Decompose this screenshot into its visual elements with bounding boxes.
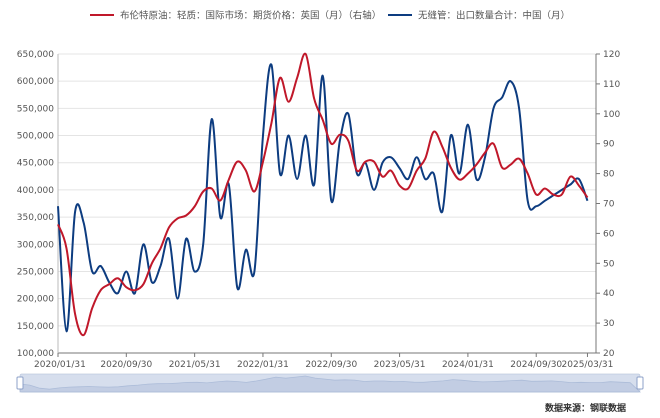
left-tick-label: 650,000 <box>17 50 54 60</box>
series-line-seamless-pipe-exports <box>57 63 589 333</box>
right-tick-label: 90 <box>603 140 615 150</box>
right-tick-label: 60 <box>603 229 615 239</box>
left-tick-label: 350,000 <box>17 213 54 223</box>
left-tick-label: 450,000 <box>17 159 54 169</box>
legend[interactable]: 布伦特原油：轻质：国际市场：期货价格：英国（月）（右轴） 无缝管：出口数量合计：中… <box>90 10 570 22</box>
right-tick-label: 70 <box>603 200 615 210</box>
zoom-selection[interactable] <box>20 374 640 392</box>
right-tick-label: 80 <box>603 170 615 180</box>
x-tick-label: 2022/01/31 <box>237 360 289 370</box>
right-tick-label: 120 <box>603 50 620 60</box>
x-tick-label: 2020/09/30 <box>100 360 152 370</box>
right-tick-label: 110 <box>603 80 620 90</box>
right-tick-label: 100 <box>603 110 620 120</box>
left-tick-label: 550,000 <box>17 104 54 114</box>
x-axis-ticks: 2020/01/31 2020/09/30 2021/05/31 2022/01/31… <box>34 353 613 370</box>
right-tick-label: 50 <box>603 259 615 269</box>
right-tick-label: 20 <box>603 349 615 359</box>
data-zoom-slider[interactable] <box>16 373 644 393</box>
left-axis-ticks: 100,000 150,000 200,000 250,000 300,000 350,0… <box>17 50 54 359</box>
left-tick-label: 400,000 <box>17 186 54 196</box>
zoom-preview <box>19 375 642 393</box>
right-tick-label: 30 <box>603 319 615 329</box>
x-tick-label: 2022/09/30 <box>305 360 357 370</box>
x-tick-label: 2021/05/31 <box>169 360 221 370</box>
x-tick-label: 2024/01/31 <box>442 360 494 370</box>
left-tick-label: 200,000 <box>17 295 54 305</box>
gridlines <box>57 53 597 354</box>
left-tick-label: 150,000 <box>17 322 54 332</box>
legend-label: 布伦特原油：轻质：国际市场：期货价格：英国（月）（右轴） <box>120 10 381 22</box>
left-tick-label: 500,000 <box>17 132 54 142</box>
legend-item-seamless-pipe-exports[interactable]: 无缝管：出口数量合计：中国（月） <box>388 10 570 22</box>
legend-label: 无缝管：出口数量合计：中国（月） <box>418 10 570 22</box>
series-lines <box>57 52 589 337</box>
x-tick-label: 2020/01/31 <box>34 360 86 370</box>
legend-item-brent-crude[interactable]: 布伦特原油：轻质：国际市场：期货价格：英国（月）（右轴） <box>90 10 381 22</box>
series-line-brent-crude <box>57 52 589 337</box>
left-tick-label: 300,000 <box>17 240 54 250</box>
right-axis-ticks: 20 30 40 50 60 70 80 90 100 110 120 <box>596 50 620 359</box>
zoom-handle-left[interactable] <box>16 376 24 390</box>
right-tick-label: 40 <box>603 289 615 299</box>
x-tick-label: 2025/03/31 <box>562 360 614 370</box>
source-label: 数据来源：钢联数据 <box>545 402 626 414</box>
zoom-handle-right[interactable] <box>636 376 644 390</box>
left-tick-label: 600,000 <box>17 77 54 87</box>
left-tick-label: 100,000 <box>17 349 54 359</box>
left-tick-label: 250,000 <box>17 267 54 277</box>
x-tick-label: 2023/05/31 <box>374 360 426 370</box>
x-tick-label: 2024/09/30 <box>510 360 562 370</box>
